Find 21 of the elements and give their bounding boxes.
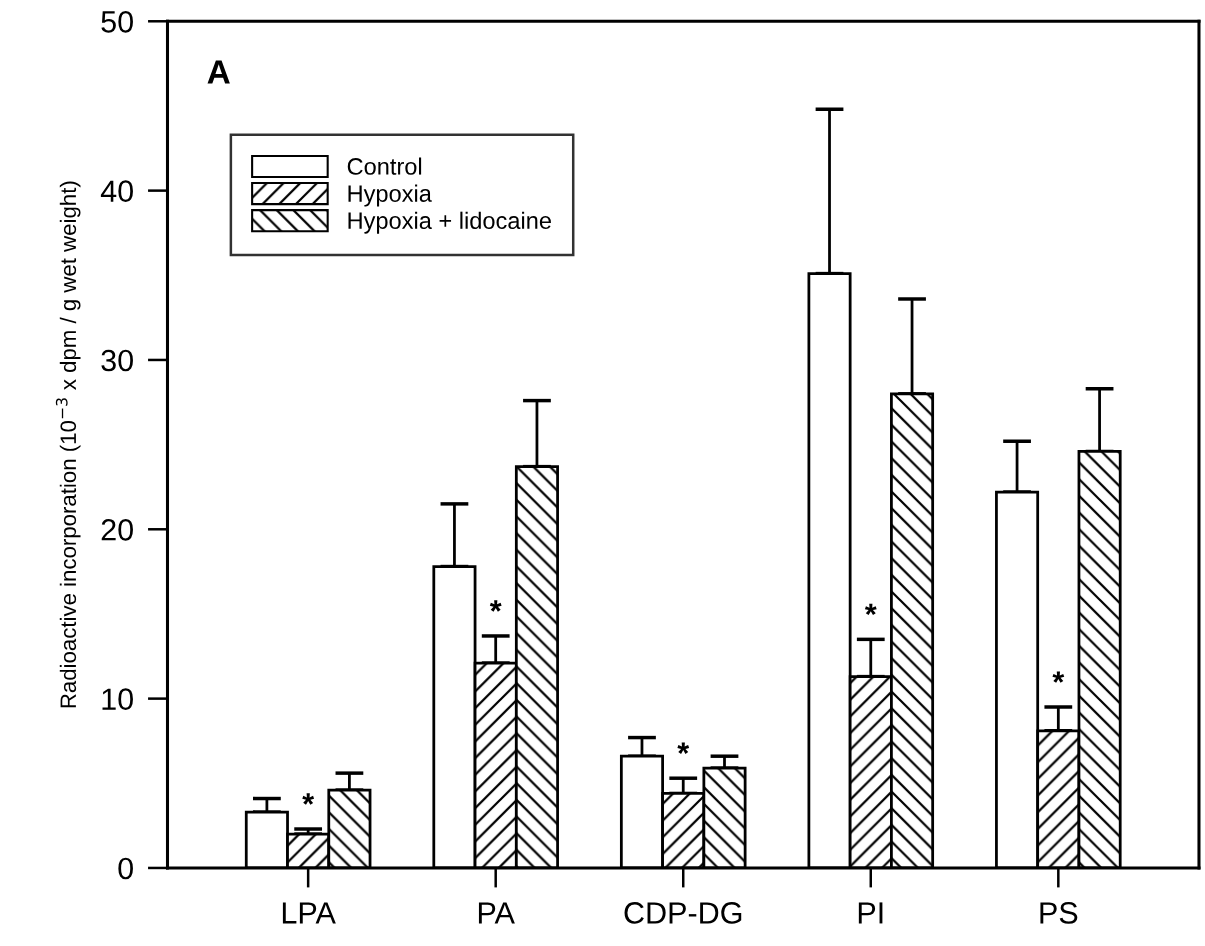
x-tick-label: CDP-DG: [624, 902, 742, 924]
legend-label: Control: [347, 157, 422, 175]
y-tick-label: 10: [102, 688, 133, 710]
y-tick-label: 20: [101, 519, 133, 541]
x-tick-label: LPA: [282, 902, 336, 924]
annotation: *: [677, 742, 690, 754]
y-tick-label: 0: [118, 857, 133, 880]
y-axis-title: Radioactive incorporation (10$^{−3}$ x dpm / g wet weight): [55, 181, 81, 708]
annotation: *: [489, 600, 502, 612]
x-tick-label: PA: [478, 902, 515, 924]
y-tick-label: 50: [101, 11, 133, 33]
y-tick-label: 40: [100, 180, 133, 202]
annotation: *: [1052, 671, 1065, 683]
legend-label: Hypoxia + lidocaine: [348, 211, 551, 234]
x-tick-label: PI: [858, 902, 883, 924]
legend-label: Hypoxia: [348, 184, 432, 207]
annotation: *: [302, 793, 315, 805]
x-tick-label: PS: [1040, 902, 1078, 924]
annotation: *: [864, 603, 877, 616]
y-tick-label: 30: [101, 349, 133, 372]
annotation: A: [207, 60, 230, 84]
